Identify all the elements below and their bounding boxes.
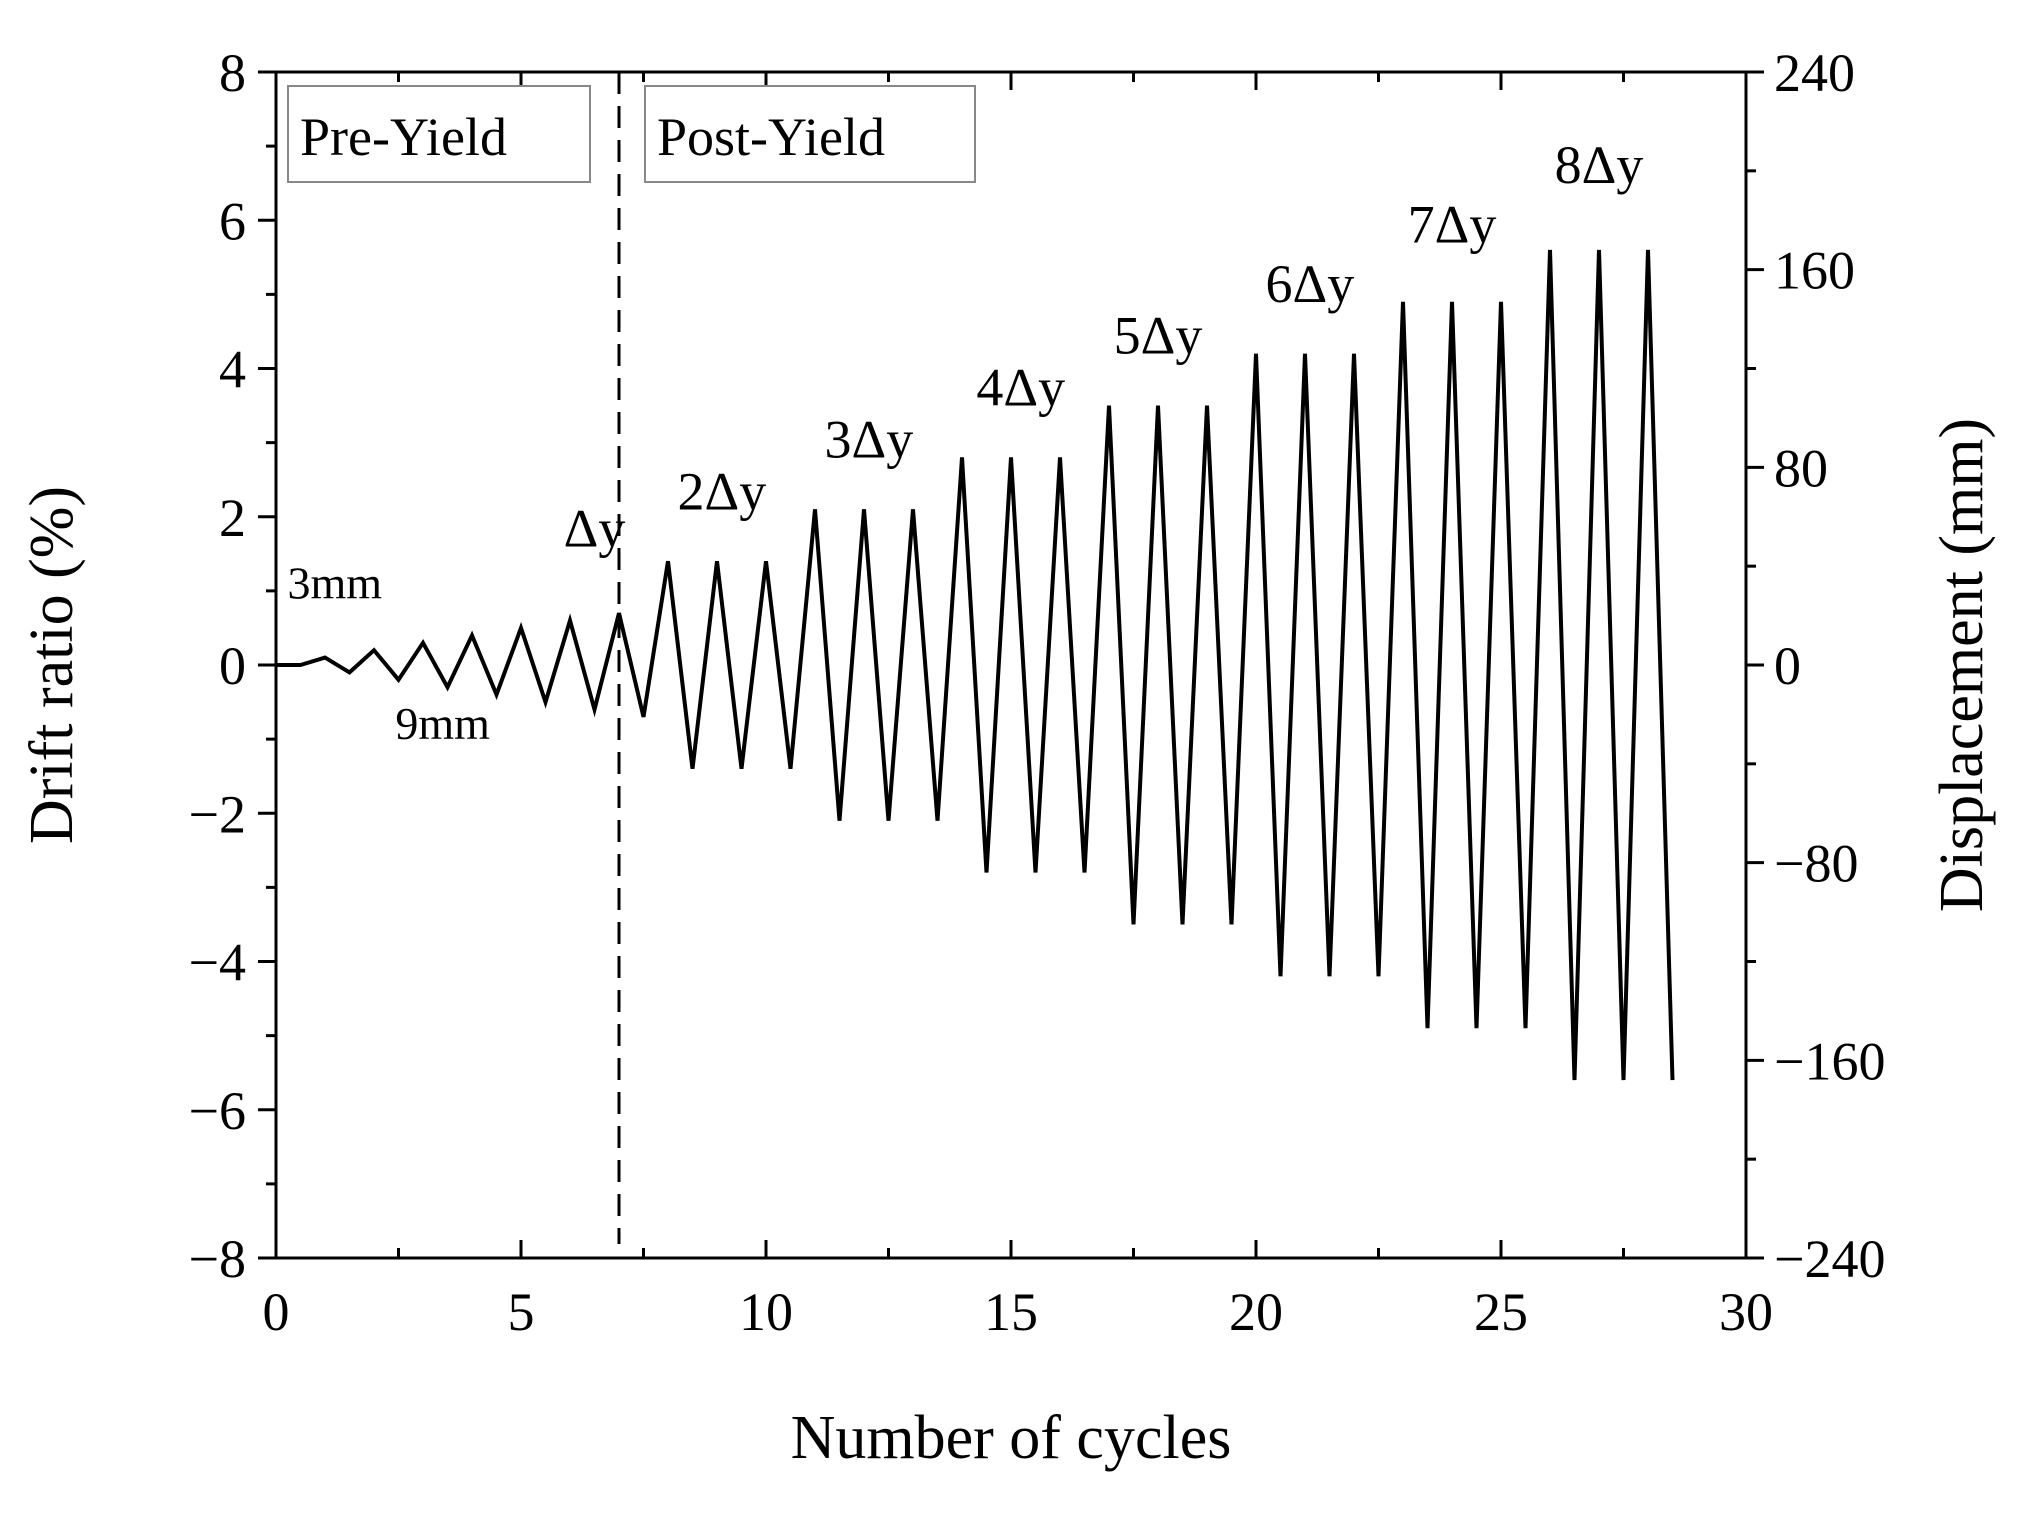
y-axis-title: Drift ratio (%) (18, 486, 86, 844)
annotation-dy2: 2Δy (678, 461, 767, 521)
x-tick-label: 10 (739, 1282, 793, 1342)
y2-tick-label: −160 (1774, 1031, 1885, 1091)
y-tick-label: 4 (219, 340, 246, 400)
post-yield-label: Post-Yield (657, 107, 885, 167)
y-tick-label: 6 (219, 191, 246, 251)
annotation-dy6: 6Δy (1266, 254, 1355, 314)
y2-tick-label: 0 (1774, 636, 1801, 696)
y-tick-label: 8 (219, 43, 246, 103)
y2-tick-label: 80 (1774, 438, 1828, 498)
y2-tick-label: −240 (1774, 1229, 1885, 1289)
annotation-dy1: Δy (564, 498, 626, 558)
x-tick-label: 25 (1474, 1282, 1528, 1342)
annotation-dy4: 4Δy (976, 358, 1065, 418)
x-tick-label: 20 (1229, 1282, 1283, 1342)
annotation-dy5: 5Δy (1114, 306, 1203, 366)
x-tick-label: 0 (263, 1282, 290, 1342)
y2-tick-label: 160 (1774, 241, 1855, 301)
data-layer (275, 72, 1675, 1244)
annotation-dy3: 3Δy (825, 409, 914, 469)
annotation-dy8: 8Δy (1555, 135, 1644, 195)
y-tick-label: −4 (189, 933, 246, 993)
y2-axis-title: Displacement (mm) (1928, 418, 1996, 912)
y-tick-label: −8 (189, 1229, 246, 1289)
y-tick-label: 0 (219, 636, 246, 696)
y-tick-label: 2 (219, 488, 246, 548)
annotation-3mm: 3mm (288, 557, 383, 608)
y-tick-label: −2 (189, 784, 246, 844)
ticks-layer: 0 5 10 15 20 25 3086420−2−4−6−8240160800−80−16… (189, 43, 1886, 1342)
post-yield-box (644, 85, 976, 183)
annotation-dy7: 7Δy (1408, 194, 1497, 254)
plot-frame (274, 70, 1748, 1260)
x-tick-label: 15 (984, 1282, 1038, 1342)
x-tick-label: 30 (1719, 1282, 1773, 1342)
series-line (276, 249, 1675, 1081)
x-tick-label: 5 (508, 1282, 535, 1342)
y2-tick-label: −80 (1774, 834, 1858, 894)
pre-yield-box (287, 85, 591, 183)
pre-yield-label: Pre-Yield (300, 107, 507, 167)
y-tick-label: −6 (189, 1081, 246, 1141)
x-axis-title: Number of cycles (791, 1404, 1232, 1472)
annotation-layer: 3mm 9mm Δy 2Δy 3Δy 4Δy 5Δy 6Δy 7Δy 8Δy (288, 135, 1644, 749)
annotation-9mm: 9mm (395, 698, 490, 749)
y2-tick-label: 240 (1774, 43, 1855, 103)
